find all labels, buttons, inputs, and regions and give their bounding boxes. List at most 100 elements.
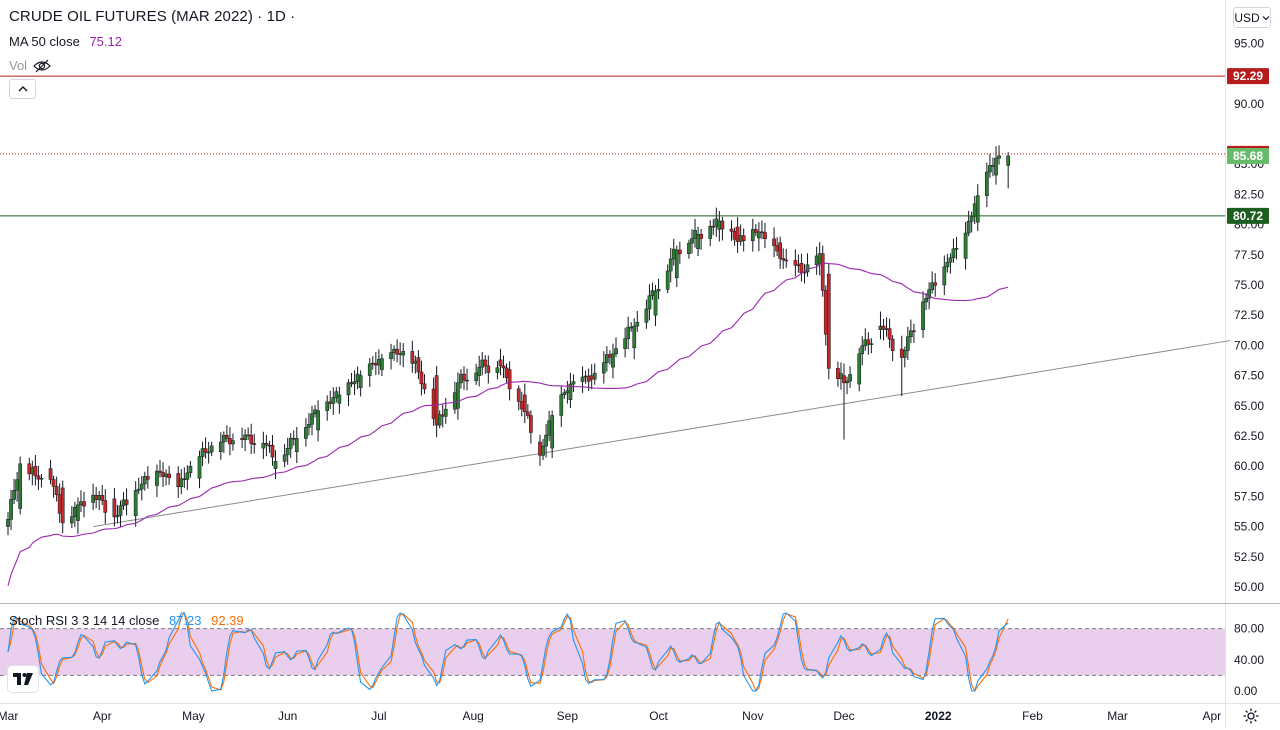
candle-body[interactable]	[975, 195, 980, 223]
candle-body[interactable]	[252, 443, 257, 445]
candle-body[interactable]	[349, 382, 354, 385]
candle-body[interactable]	[69, 516, 74, 524]
candle-body[interactable]	[881, 325, 886, 330]
candle-body[interactable]	[519, 401, 524, 410]
candle-body[interactable]	[942, 266, 947, 286]
candle-body[interactable]	[504, 367, 509, 378]
candle-body[interactable]	[507, 369, 512, 390]
candle-body[interactable]	[985, 171, 989, 196]
candle-body[interactable]	[443, 408, 448, 417]
candle-body[interactable]	[249, 434, 254, 444]
candle-body[interactable]	[142, 476, 147, 485]
candle-body[interactable]	[18, 463, 23, 509]
candle-body[interactable]	[459, 373, 463, 384]
candle-body[interactable]	[656, 289, 661, 292]
candle-body[interactable]	[541, 445, 545, 456]
candle-body[interactable]	[784, 259, 789, 262]
stoch-k-line[interactable]	[7, 612, 1009, 692]
candle-body[interactable]	[115, 515, 120, 518]
candle-body[interactable]	[331, 397, 336, 404]
candle-body[interactable]	[167, 473, 171, 478]
candle-body[interactable]	[240, 438, 244, 440]
candle-body[interactable]	[51, 479, 56, 487]
candle-body[interactable]	[316, 410, 320, 431]
candle-body[interactable]	[562, 392, 567, 396]
candle-body[interactable]	[197, 456, 202, 479]
candle-body[interactable]	[547, 420, 551, 436]
candle-body[interactable]	[605, 354, 609, 363]
candle-body[interactable]	[355, 373, 360, 382]
candle-body[interactable]	[580, 376, 585, 382]
candle-body[interactable]	[544, 434, 548, 447]
candle-body[interactable]	[294, 438, 299, 452]
candle-body[interactable]	[687, 242, 691, 254]
candle-body[interactable]	[218, 441, 223, 452]
candle-body[interactable]	[757, 231, 761, 239]
candle-body[interactable]	[899, 348, 904, 358]
stoch-rsi-legend[interactable]: Stoch RSI 3 3 14 14 close 87.23 92.39	[9, 613, 244, 628]
candle-body[interactable]	[79, 501, 83, 506]
candle-body[interactable]	[206, 451, 211, 454]
candle-body[interactable]	[48, 468, 53, 480]
candle-body[interactable]	[674, 249, 679, 279]
candle-body[interactable]	[711, 225, 716, 228]
candle-body[interactable]	[568, 383, 573, 401]
stoch-d-line[interactable]	[7, 611, 1009, 693]
candle-body[interactable]	[632, 325, 637, 349]
candle-body[interactable]	[380, 358, 384, 370]
candle-body[interactable]	[586, 375, 591, 382]
vol-legend[interactable]: Vol	[9, 58, 51, 74]
candle-body[interactable]	[267, 444, 272, 447]
candle-body[interactable]	[571, 381, 576, 385]
candle-body[interactable]	[781, 258, 786, 261]
candle-body[interactable]	[465, 379, 469, 382]
candle-body[interactable]	[525, 411, 530, 416]
candle-body[interactable]	[358, 375, 363, 388]
candle-body[interactable]	[629, 326, 634, 329]
symbol-title[interactable]: CRUDE OIL FUTURES (MAR 2022) · 1D ·	[9, 8, 296, 25]
candle-body[interactable]	[100, 494, 105, 501]
candle-body[interactable]	[653, 290, 658, 316]
candle-body[interactable]	[9, 499, 13, 520]
candle-body[interactable]	[346, 382, 351, 396]
candle-body[interactable]	[677, 249, 682, 254]
candle-body[interactable]	[969, 216, 974, 222]
candle-body[interactable]	[741, 235, 746, 241]
candle-body[interactable]	[860, 345, 865, 355]
candle-body[interactable]	[304, 427, 308, 439]
candle-body[interactable]	[763, 232, 767, 240]
candle-body[interactable]	[182, 478, 187, 480]
candle-body[interactable]	[912, 330, 916, 332]
candle-body[interactable]	[991, 165, 995, 167]
candle-body[interactable]	[623, 338, 627, 349]
candle-body[interactable]	[550, 415, 555, 449]
candle-body[interactable]	[462, 373, 466, 381]
eye-slash-icon[interactable]	[33, 59, 51, 73]
candle-body[interactable]	[608, 354, 612, 358]
candle-body[interactable]	[91, 494, 95, 503]
candle-body[interactable]	[60, 487, 65, 524]
candle-body[interactable]	[325, 401, 330, 411]
candle-body[interactable]	[419, 371, 424, 385]
candle-body[interactable]	[231, 440, 235, 445]
candle-body[interactable]	[583, 375, 588, 378]
candle-body[interactable]	[310, 413, 314, 425]
candle-body[interactable]	[592, 372, 597, 380]
candle-body[interactable]	[94, 494, 99, 500]
candle-body[interactable]	[498, 359, 503, 367]
candle-body[interactable]	[145, 476, 150, 480]
candle-body[interactable]	[966, 221, 971, 234]
candle-body[interactable]	[188, 465, 193, 474]
candle-body[interactable]	[30, 467, 35, 475]
candle-body[interactable]	[699, 234, 703, 239]
candle-body[interactable]	[611, 353, 615, 368]
candle-body[interactable]	[367, 363, 372, 376]
candle-body[interactable]	[401, 351, 406, 356]
candle-body[interactable]	[753, 229, 758, 233]
candle-body[interactable]	[377, 359, 381, 366]
candle-body[interactable]	[352, 381, 357, 385]
candle-body[interactable]	[927, 289, 931, 299]
candle-body[interactable]	[6, 519, 10, 527]
candle-body[interactable]	[398, 353, 403, 355]
candle-body[interactable]	[33, 465, 38, 477]
